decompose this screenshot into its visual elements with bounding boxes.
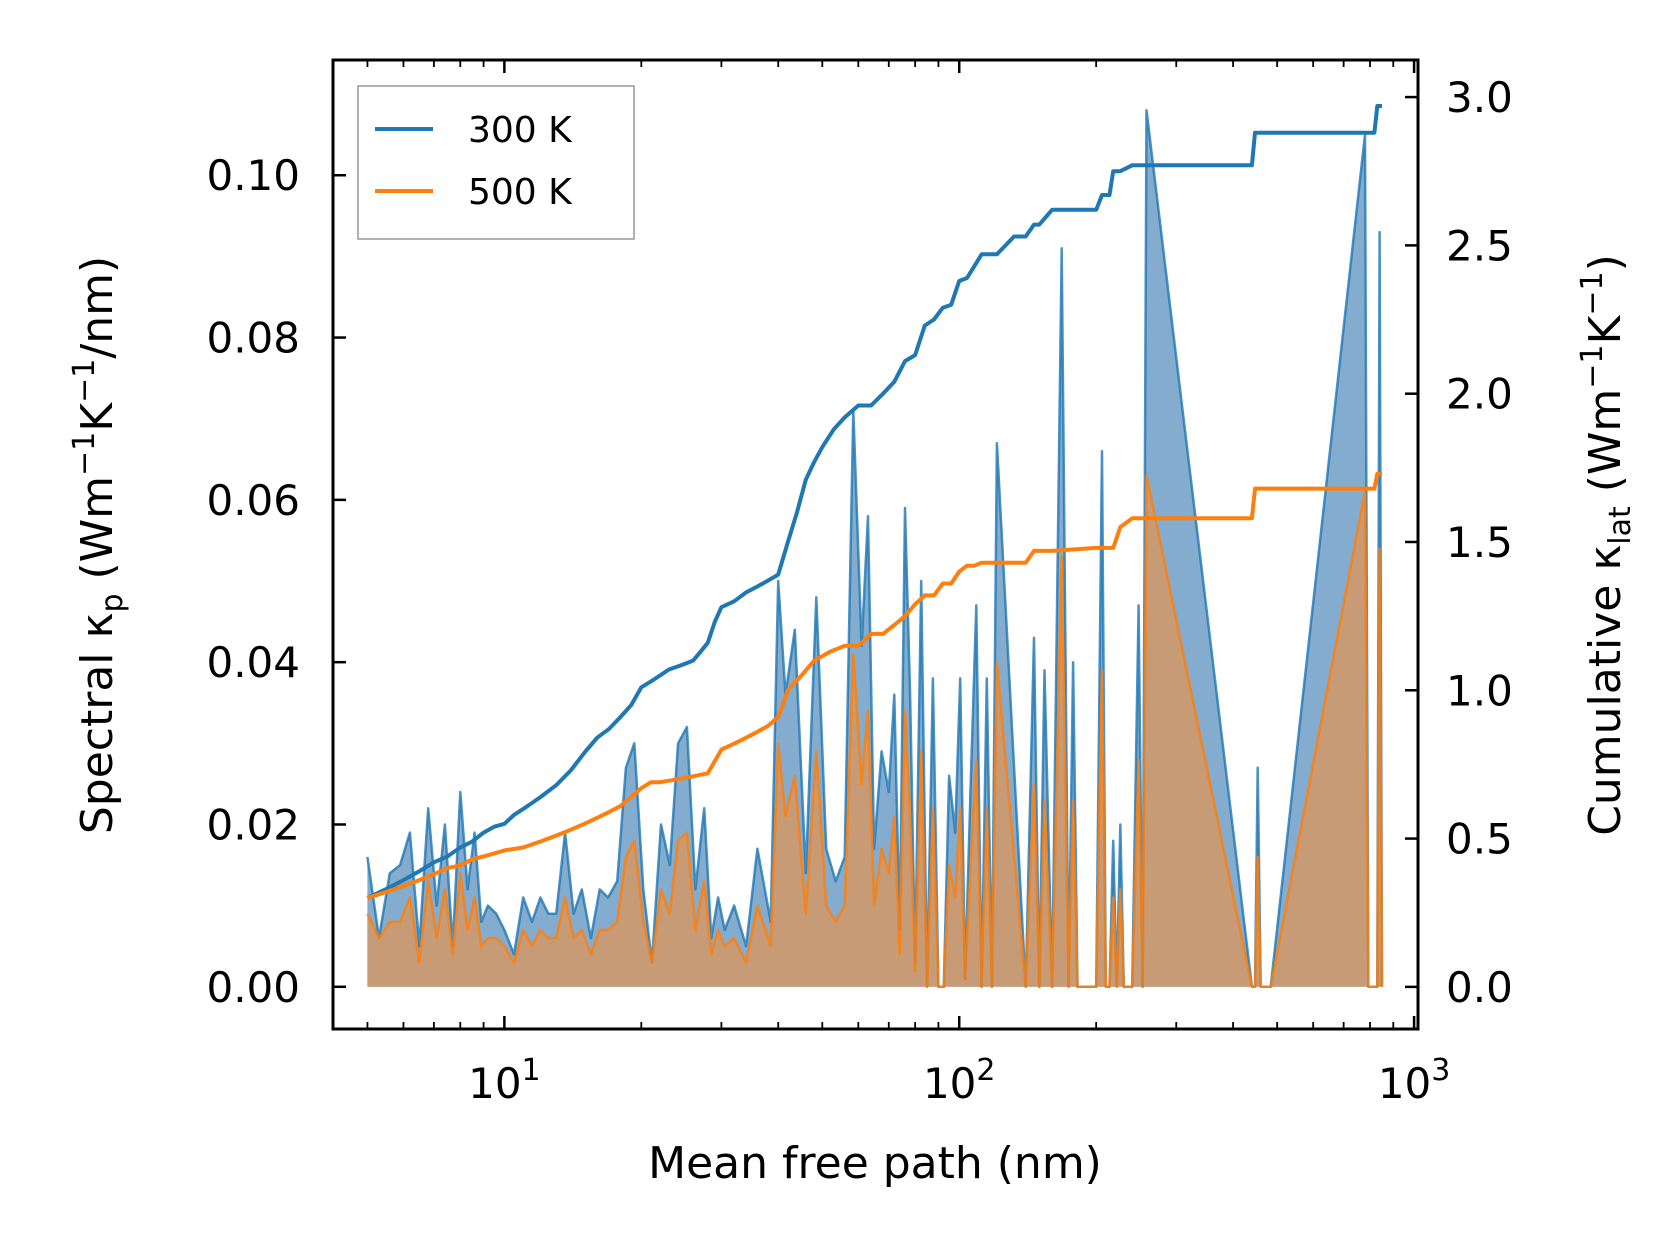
y-left-tick-label: 0.02 — [206, 800, 300, 849]
x-axis-ticks: 101 102 103 — [366, 60, 1451, 1108]
y-right-tick-label: 1.0 — [1446, 666, 1513, 715]
x-tick-label: 103 — [1378, 1053, 1451, 1108]
legend: 300 K 500 K — [357, 85, 635, 240]
y-right-tick-label: 3.0 — [1446, 73, 1513, 122]
spectral-line-300K — [366, 109, 1384, 989]
y-left-tick-label: 0.00 — [206, 963, 300, 1012]
y-right-tick-label: 0.5 — [1446, 815, 1513, 864]
legend-label-500K: 500 K — [468, 172, 573, 213]
x-axis-title: Mean free path (nm) — [648, 1138, 1102, 1189]
y-left-tick-label: 0.10 — [206, 151, 300, 200]
plot-frame — [331, 58, 1420, 1031]
spectral-line-500K — [366, 474, 1384, 989]
y-right-tick-label: 0.0 — [1446, 963, 1513, 1012]
series-lines — [366, 104, 1384, 989]
legend-box — [357, 85, 635, 240]
y-axis-left-title: Spectral κp (Wm−1K−1/nm) — [67, 256, 130, 834]
y-right-tick-label: 1.5 — [1446, 518, 1513, 567]
y-left-tick-label: 0.08 — [206, 314, 300, 363]
x-tick-label: 101 — [468, 1053, 541, 1108]
y-left-tick-label: 0.06 — [206, 476, 300, 525]
cumulative-line-500K — [366, 471, 1382, 900]
cumulative-line-300K — [366, 104, 1382, 900]
y-right-tick-label: 2.0 — [1446, 370, 1513, 419]
y-axis-left-ticks: 0.00 0.02 0.04 0.06 0.08 0.10 — [206, 151, 346, 1012]
y-right-tick-label: 2.5 — [1446, 221, 1513, 270]
y-axis-right-title: Cumulative κlat (Wm−1K−1) — [1575, 254, 1638, 836]
y-axis-right-ticks: 0.0 0.5 1.0 1.5 2.0 2.5 3.0 — [1405, 73, 1513, 1012]
x-tick-label: 102 — [923, 1053, 996, 1108]
y-left-tick-label: 0.04 — [206, 638, 300, 687]
legend-label-300K: 300 K — [468, 110, 573, 151]
